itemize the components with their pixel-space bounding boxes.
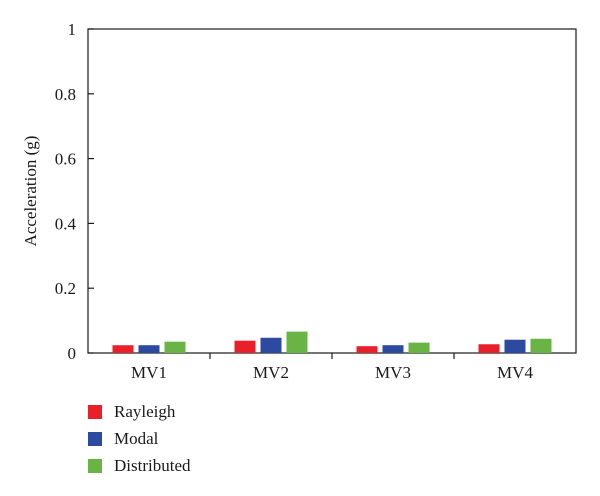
y-tick-label: 0.8 xyxy=(55,85,76,104)
y-axis: 0 0.2 0.4 0.6 0.8 1 xyxy=(55,20,94,363)
x-tick-label: MV4 xyxy=(497,363,533,382)
bar-modal-mv4 xyxy=(504,339,526,353)
legend-swatch-distributed xyxy=(88,458,102,473)
legend-swatch-modal xyxy=(88,431,102,446)
legend-item-rayleigh: Rayleigh xyxy=(88,398,191,425)
legend-label-modal: Modal xyxy=(114,428,159,448)
legend-item-distributed: Distributed xyxy=(88,452,191,479)
x-tick-label: MV2 xyxy=(253,363,289,382)
y-tick-label: 0 xyxy=(68,344,77,363)
y-axis-label: Acceleration (g) xyxy=(21,136,40,247)
bar-modal-mv3 xyxy=(382,345,404,353)
x-axis: MV1 MV2 MV3 MV4 xyxy=(131,353,533,382)
bar-modal-mv2 xyxy=(260,337,282,353)
bar-rayleigh-mv1 xyxy=(112,345,134,353)
legend-item-modal: Modal xyxy=(88,425,191,452)
x-tick-label: MV1 xyxy=(131,363,167,382)
y-tick-label: 0.4 xyxy=(55,214,77,233)
y-tick-label: 0.6 xyxy=(55,150,76,169)
bar-modal-mv1 xyxy=(138,345,160,353)
x-tick-label: MV3 xyxy=(375,363,411,382)
bar-rayleigh-mv3 xyxy=(356,346,378,353)
legend-label-distributed: Distributed xyxy=(114,455,191,475)
legend-swatch-rayleigh xyxy=(88,404,102,419)
bar-rayleigh-mv2 xyxy=(234,340,256,353)
y-tick-label: 0.2 xyxy=(55,279,76,298)
bar-distributed-mv4 xyxy=(530,338,552,353)
plot-frame xyxy=(87,28,577,354)
y-tick-label: 1 xyxy=(68,20,77,39)
legend: Rayleigh Modal Distributed xyxy=(88,398,191,479)
bar-distributed-mv3 xyxy=(408,342,430,353)
legend-label-rayleigh: Rayleigh xyxy=(114,401,176,421)
bars xyxy=(112,331,552,353)
bar-distributed-mv1 xyxy=(164,341,186,353)
bar-rayleigh-mv4 xyxy=(478,344,500,353)
bar-distributed-mv2 xyxy=(286,331,308,353)
